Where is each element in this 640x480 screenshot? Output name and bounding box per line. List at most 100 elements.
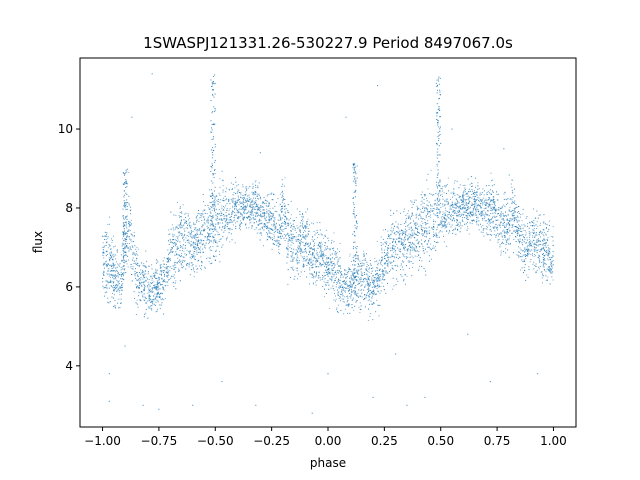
data-point	[501, 241, 503, 243]
data-point	[413, 236, 415, 238]
data-point	[118, 280, 120, 282]
data-point	[322, 277, 324, 279]
data-point	[120, 278, 122, 280]
data-point	[470, 206, 472, 208]
data-point	[405, 234, 407, 236]
data-point	[306, 221, 308, 223]
data-point	[300, 241, 302, 243]
data-point	[452, 232, 454, 234]
data-point	[477, 217, 479, 219]
data-point	[385, 243, 387, 245]
data-point	[421, 243, 423, 245]
data-point	[500, 222, 502, 224]
data-point	[429, 193, 431, 195]
data-point	[249, 219, 251, 221]
data-point	[197, 245, 199, 247]
data-point	[317, 237, 318, 239]
data-point	[492, 192, 494, 194]
data-point	[212, 193, 214, 195]
data-point	[475, 216, 477, 218]
data-point	[151, 301, 153, 303]
data-point	[203, 222, 205, 224]
data-point	[407, 238, 409, 240]
data-point	[200, 213, 202, 215]
data-point	[265, 216, 267, 218]
data-point	[106, 286, 108, 288]
data-point	[477, 224, 479, 226]
data-point	[418, 250, 420, 252]
data-point	[132, 235, 134, 237]
data-point	[334, 253, 336, 255]
data-point	[423, 227, 425, 229]
data-point	[476, 214, 478, 216]
data-point	[488, 184, 490, 186]
data-point	[543, 232, 545, 234]
data-point	[346, 271, 348, 273]
data-point	[263, 226, 265, 228]
data-point	[382, 269, 384, 271]
data-point	[312, 263, 314, 265]
data-point	[509, 198, 511, 200]
data-point	[463, 189, 465, 191]
data-point	[361, 296, 363, 298]
data-point	[346, 284, 348, 286]
data-point	[281, 235, 283, 237]
data-point	[282, 225, 284, 227]
data-point	[371, 268, 373, 270]
data-point	[262, 206, 264, 208]
data-point	[189, 227, 191, 229]
data-point	[528, 253, 530, 255]
data-point	[348, 271, 350, 273]
data-point	[328, 248, 330, 250]
data-point	[367, 288, 369, 290]
data-point	[317, 243, 319, 245]
data-point	[202, 243, 204, 245]
data-point	[114, 306, 116, 308]
data-point	[149, 295, 151, 297]
data-point	[325, 282, 327, 284]
data-point	[143, 281, 145, 283]
data-point	[467, 216, 469, 218]
data-point	[106, 284, 108, 286]
data-point	[313, 248, 315, 250]
data-point	[428, 210, 430, 212]
data-point	[203, 230, 205, 232]
data-point	[410, 261, 412, 263]
data-point	[382, 243, 384, 245]
data-point	[269, 211, 271, 213]
data-point	[366, 266, 368, 268]
data-point	[320, 253, 322, 255]
data-point	[505, 214, 507, 216]
data-point	[539, 249, 541, 251]
data-point	[116, 251, 118, 253]
data-point	[184, 235, 186, 237]
data-point	[299, 249, 301, 251]
data-point	[197, 268, 199, 270]
data-point	[260, 214, 262, 216]
data-point	[363, 294, 365, 296]
data-point	[403, 240, 405, 242]
data-point	[118, 307, 120, 309]
data-point	[506, 223, 508, 225]
data-point	[444, 186, 446, 188]
data-point	[509, 221, 511, 223]
data-point	[204, 236, 206, 238]
data-point	[140, 277, 142, 279]
data-point	[179, 259, 181, 261]
data-point	[369, 284, 371, 286]
data-point	[201, 261, 203, 263]
data-point	[419, 232, 421, 234]
data-point	[181, 237, 183, 239]
data-point	[212, 215, 214, 217]
data-point	[249, 205, 251, 207]
data-point	[141, 272, 143, 274]
data-point	[262, 212, 264, 214]
data-point	[115, 288, 117, 290]
data-point	[322, 264, 324, 266]
data-point	[309, 248, 311, 250]
data-point	[105, 260, 107, 262]
data-point	[508, 220, 510, 222]
data-point	[526, 274, 528, 276]
data-point	[465, 209, 467, 211]
data-point	[250, 210, 252, 212]
